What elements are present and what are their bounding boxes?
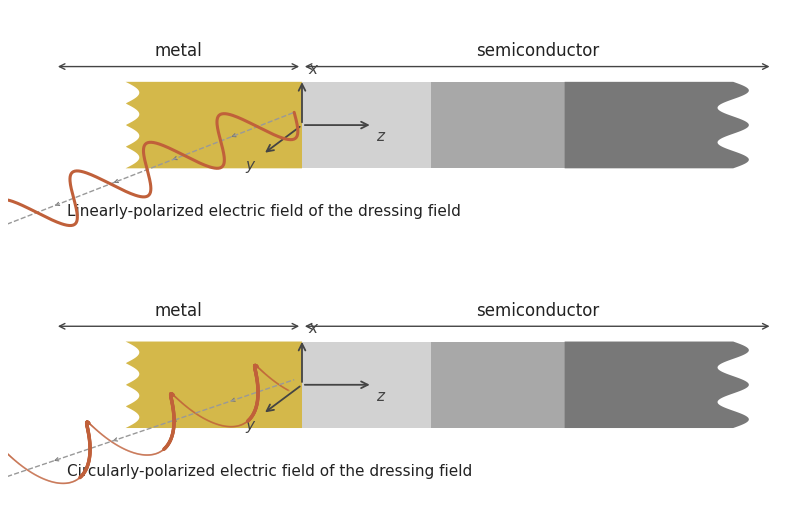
Text: semiconductor: semiconductor (475, 302, 599, 320)
Text: $z$: $z$ (377, 388, 387, 404)
Text: semiconductor: semiconductor (475, 42, 599, 60)
Text: metal: metal (154, 42, 202, 60)
Bar (431, 341, 565, 428)
Text: $y$: $y$ (246, 419, 257, 435)
Text: $x$: $x$ (308, 321, 319, 337)
Bar (431, 82, 565, 169)
Text: $z$: $z$ (377, 129, 387, 144)
Bar (302, 82, 431, 169)
Text: $x$: $x$ (308, 61, 319, 77)
Bar (302, 341, 431, 428)
Text: $y$: $y$ (246, 160, 257, 175)
Text: Circularly-polarized electric field of the dressing field: Circularly-polarized electric field of t… (67, 464, 472, 479)
Polygon shape (126, 82, 302, 169)
Polygon shape (565, 341, 749, 428)
Text: Linearly-polarized electric field of the dressing field: Linearly-polarized electric field of the… (67, 204, 461, 219)
Text: metal: metal (154, 302, 202, 320)
Polygon shape (565, 82, 749, 169)
Polygon shape (126, 341, 302, 428)
